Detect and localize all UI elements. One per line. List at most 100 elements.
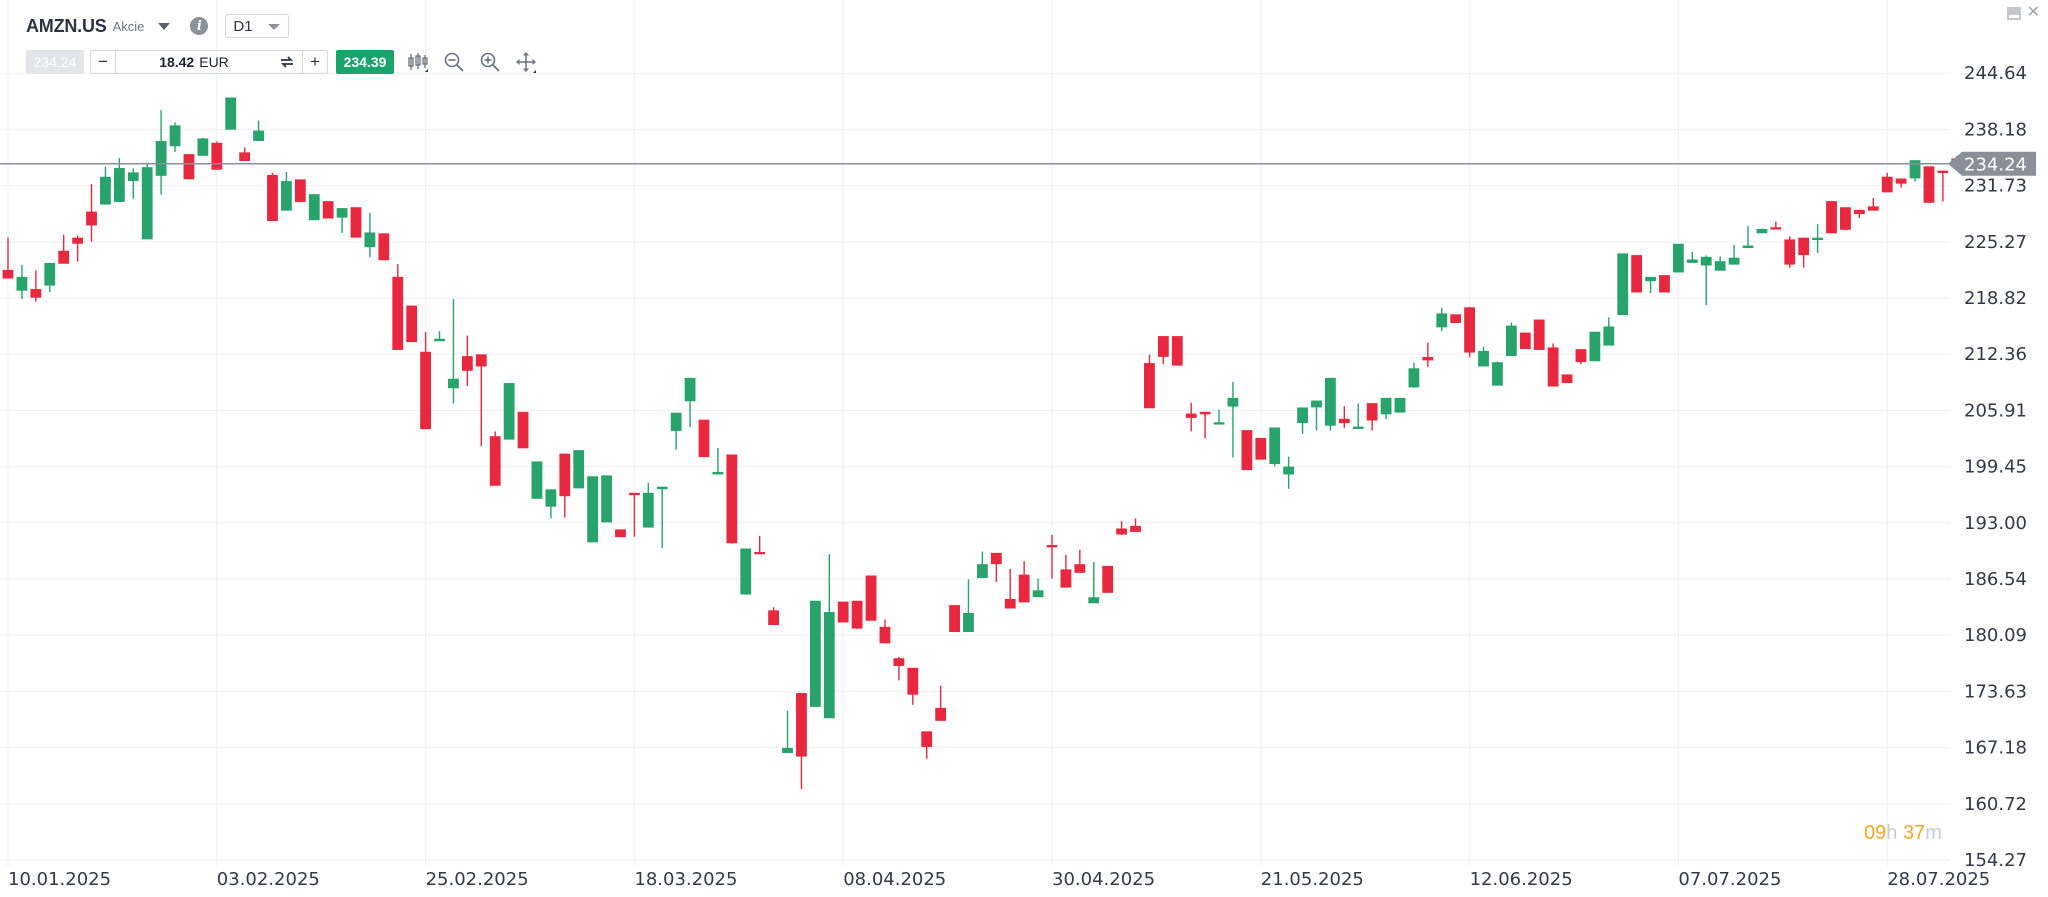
x-tick-label: 30.04.2025: [1052, 869, 1155, 890]
move-icon[interactable]: [514, 50, 538, 74]
candle-down: [1171, 336, 1183, 366]
candle-down: [1895, 178, 1907, 188]
candle-body: [740, 548, 752, 595]
candle-body: [2, 269, 14, 279]
quantity-input[interactable]: 18.42 EUR: [116, 54, 272, 70]
candle-down: [879, 619, 891, 644]
candle-down: [1533, 319, 1545, 350]
candle-body: [1840, 207, 1851, 230]
candle-body: [1157, 336, 1169, 357]
candle-down: [907, 667, 919, 705]
candle-body: [1853, 209, 1865, 215]
zoom-out-icon[interactable]: [442, 50, 466, 74]
candle-up: [712, 447, 724, 475]
candle-body: [1325, 377, 1336, 426]
candle-body: [1088, 597, 1100, 604]
close-icon[interactable]: ✕: [2026, 4, 2040, 21]
countdown-minutes-unit: m: [1925, 822, 1942, 844]
candle-body: [448, 378, 459, 389]
candle-up: [448, 299, 459, 404]
candle-up: [100, 166, 111, 205]
candle-down: [921, 731, 933, 759]
candle-body: [823, 612, 835, 719]
candle-body: [253, 130, 264, 141]
sell-button[interactable]: 234.24: [26, 50, 84, 74]
y-tick-label: 199.45: [1964, 457, 2027, 478]
candle-body: [1547, 347, 1559, 387]
candle-body: [169, 125, 181, 147]
candle-up: [1756, 228, 1768, 234]
candle-down: [1241, 430, 1253, 471]
zoom-in-icon[interactable]: [478, 50, 502, 74]
candle-body: [1311, 400, 1322, 408]
candle-up: [1408, 362, 1420, 388]
candle-down: [1840, 207, 1851, 231]
candle-body: [1366, 403, 1378, 421]
candle-body: [1338, 418, 1350, 424]
candle-body: [1171, 336, 1183, 366]
candle-body: [977, 564, 988, 579]
candle-up: [113, 158, 125, 202]
candle-body: [545, 489, 557, 507]
candle-down: [1798, 237, 1810, 268]
candle-up: [573, 450, 585, 489]
candle-up: [1213, 409, 1225, 425]
info-icon[interactable]: i: [190, 17, 209, 35]
candle-body: [1060, 569, 1072, 588]
candle-down: [183, 154, 195, 180]
x-tick-label: 25.02.2025: [426, 869, 529, 890]
x-tick-label: 07.07.2025: [1678, 869, 1781, 890]
candle-up: [503, 383, 515, 440]
candle-up: [656, 486, 668, 549]
decrease-quantity-button[interactable]: −: [91, 51, 116, 73]
candle-down: [1018, 561, 1030, 603]
candle-up: [1617, 253, 1629, 316]
candle-down: [1074, 549, 1086, 573]
chevron-down-icon[interactable]: [158, 22, 171, 30]
candle-down: [1784, 236, 1796, 268]
candle-down: [1046, 534, 1058, 579]
increase-quantity-button[interactable]: +: [302, 51, 327, 73]
candle-down: [1923, 166, 1935, 203]
candle-down: [796, 693, 807, 790]
chevron-down-icon: [268, 24, 281, 30]
candle-up: [1032, 578, 1044, 598]
x-axis: 10.01.2025 03.02.2025 25.02.2025 18.03.2025…: [8, 869, 1990, 890]
candle-down: [1575, 349, 1587, 365]
candle-body: [239, 152, 251, 162]
candles: [2, 97, 1963, 790]
swap-icon[interactable]: [272, 51, 302, 73]
candle-body: [1297, 407, 1308, 424]
timeframe-select[interactable]: D1: [225, 14, 290, 38]
candle-body: [851, 600, 863, 629]
candle-body: [1784, 239, 1796, 265]
candle-down: [893, 656, 905, 681]
candle-down: [1881, 172, 1893, 193]
candle-body: [350, 207, 362, 238]
candle-up: [1686, 252, 1698, 263]
candle-down: [1659, 275, 1670, 293]
candle-down: [559, 453, 571, 518]
candle-body: [72, 237, 83, 244]
candle-down: [990, 552, 1002, 583]
candle-up: [141, 164, 153, 240]
candle-body: [684, 377, 696, 402]
candle-down: [211, 141, 223, 170]
candle-body: [629, 492, 640, 496]
candle-up: [44, 262, 56, 293]
buy-button[interactable]: 234.39: [336, 50, 394, 74]
minimize-icon[interactable]: [2006, 6, 2021, 20]
candle-body: [573, 450, 585, 489]
candle-down: [72, 235, 83, 262]
candle-body: [1603, 326, 1615, 346]
chart-type-icon[interactable]: [406, 50, 430, 74]
candle-body: [1450, 314, 1462, 323]
current-price-line: 234.24: [0, 151, 2036, 176]
symbol-name[interactable]: AMZN.US: [26, 15, 107, 36]
x-tick-label: 10.01.2025: [8, 869, 111, 890]
y-tick-label: 231.73: [1964, 176, 2027, 197]
price-tag-label: 234.24: [1964, 155, 2027, 176]
candle-up: [155, 110, 167, 195]
candle-down: [350, 207, 362, 238]
